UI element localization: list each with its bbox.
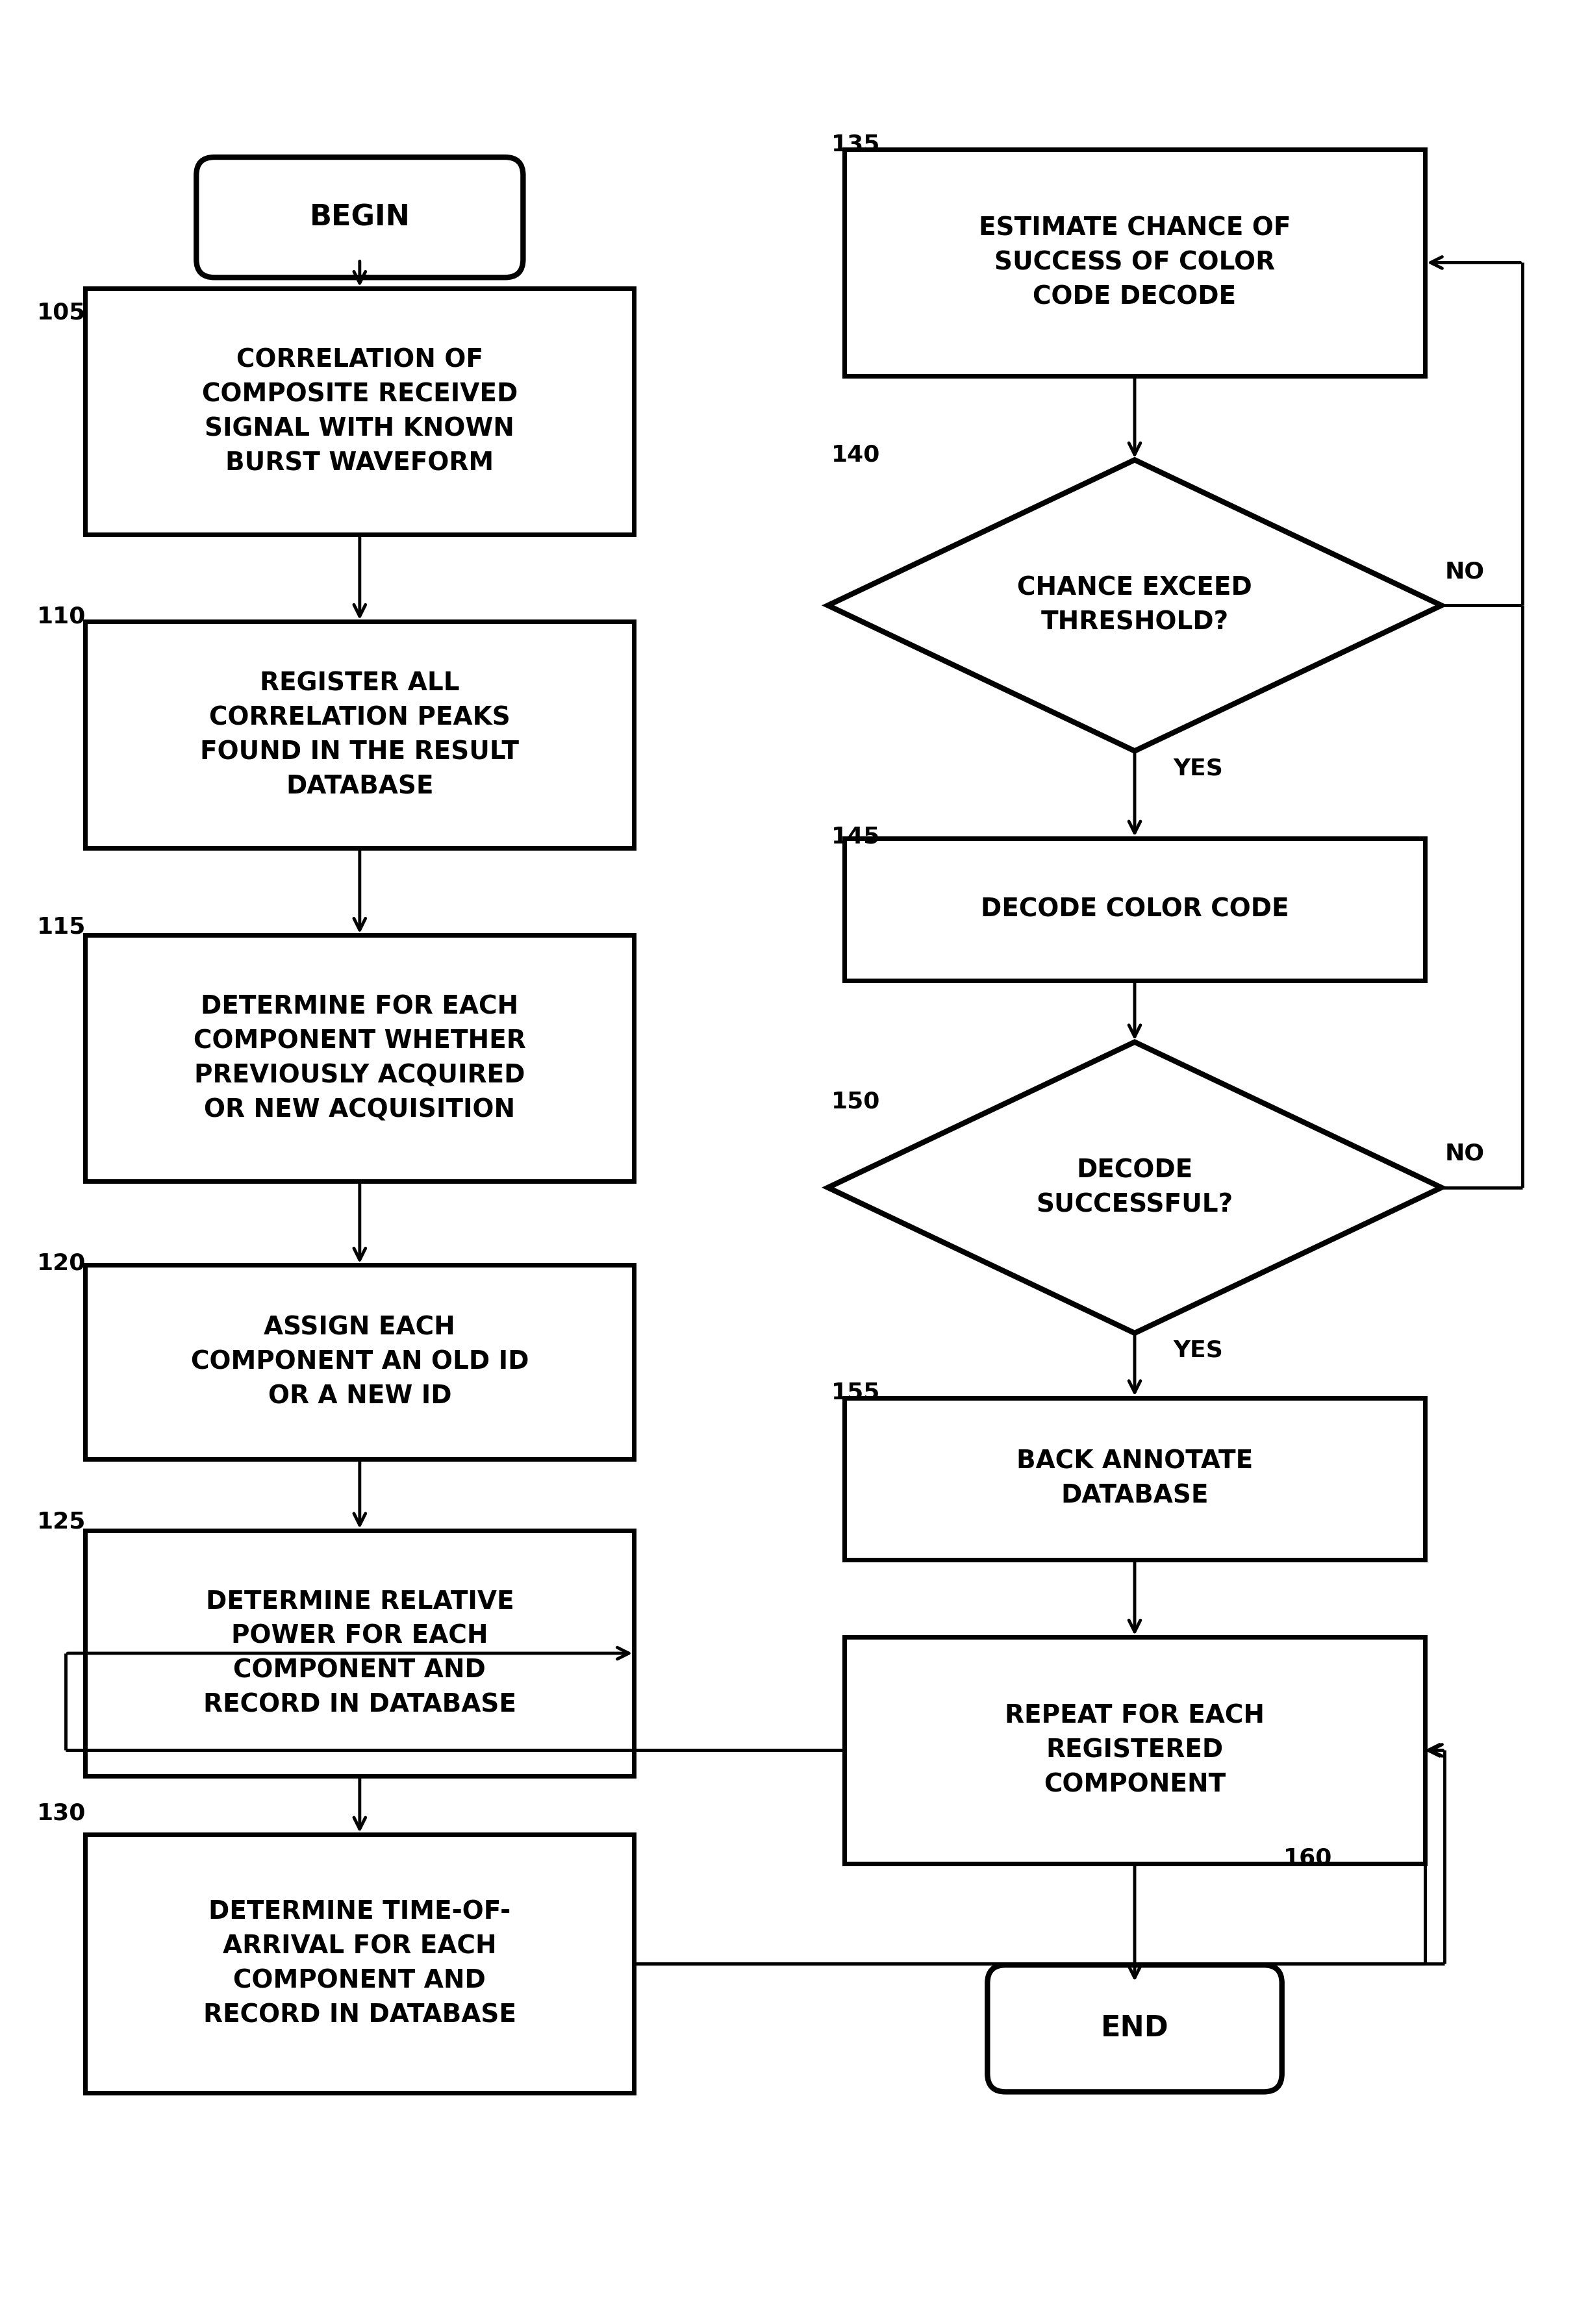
Bar — [86, 288, 634, 535]
Text: YES: YES — [1174, 1339, 1223, 1362]
Text: REGISTER ALL
CORRELATION PEAKS
FOUND IN THE RESULT
DATABASE: REGISTER ALL CORRELATION PEAKS FOUND IN … — [200, 672, 519, 799]
Text: DETERMINE FOR EACH
COMPONENT WHETHER
PREVIOUSLY ACQUIRED
OR NEW ACQUISITION: DETERMINE FOR EACH COMPONENT WHETHER PRE… — [194, 995, 526, 1122]
Bar — [845, 1636, 1426, 1864]
Text: DECODE
SUCCESSFUL?: DECODE SUCCESSFUL? — [1037, 1157, 1234, 1218]
Bar — [845, 149, 1426, 376]
Bar — [845, 839, 1426, 981]
Text: 105: 105 — [37, 302, 86, 323]
Text: 155: 155 — [831, 1380, 880, 1404]
Text: NO: NO — [1445, 1143, 1485, 1164]
FancyBboxPatch shape — [988, 1966, 1282, 2092]
Bar — [845, 1397, 1426, 1559]
Text: 110: 110 — [37, 607, 86, 627]
FancyBboxPatch shape — [197, 158, 522, 277]
Bar — [86, 1264, 634, 1459]
Text: ASSIGN EACH
COMPONENT AN OLD ID
OR A NEW ID: ASSIGN EACH COMPONENT AN OLD ID OR A NEW… — [191, 1315, 529, 1408]
Text: CORRELATION OF
COMPOSITE RECEIVED
SIGNAL WITH KNOWN
BURST WAVEFORM: CORRELATION OF COMPOSITE RECEIVED SIGNAL… — [202, 346, 518, 476]
Text: REPEAT FOR EACH
REGISTERED
COMPONENT: REPEAT FOR EACH REGISTERED COMPONENT — [1005, 1703, 1264, 1796]
Text: 135: 135 — [831, 132, 880, 156]
Text: 150: 150 — [831, 1090, 880, 1113]
Text: BEGIN: BEGIN — [310, 205, 410, 232]
Bar — [86, 621, 634, 848]
Text: DECODE COLOR CODE: DECODE COLOR CODE — [980, 897, 1289, 923]
Text: DETERMINE RELATIVE
POWER FOR EACH
COMPONENT AND
RECORD IN DATABASE: DETERMINE RELATIVE POWER FOR EACH COMPON… — [203, 1590, 516, 1717]
Text: 130: 130 — [37, 1801, 86, 1824]
Text: CHANCE EXCEED
THRESHOLD?: CHANCE EXCEED THRESHOLD? — [1018, 576, 1251, 634]
Text: YES: YES — [1174, 758, 1223, 779]
Text: ESTIMATE CHANCE OF
SUCCESS OF COLOR
CODE DECODE: ESTIMATE CHANCE OF SUCCESS OF COLOR CODE… — [978, 216, 1291, 309]
Text: BACK ANNOTATE
DATABASE: BACK ANNOTATE DATABASE — [1016, 1450, 1253, 1508]
Bar — [86, 1532, 634, 1776]
Text: 115: 115 — [37, 916, 86, 939]
Polygon shape — [827, 1041, 1442, 1334]
Bar — [86, 1834, 634, 2094]
Bar — [86, 934, 634, 1181]
Text: DETERMINE TIME-OF-
ARRIVAL FOR EACH
COMPONENT AND
RECORD IN DATABASE: DETERMINE TIME-OF- ARRIVAL FOR EACH COMP… — [203, 1899, 516, 2029]
Text: END: END — [1100, 2015, 1169, 2043]
Text: NO: NO — [1445, 560, 1485, 583]
Text: 120: 120 — [37, 1253, 86, 1274]
Text: 160: 160 — [1283, 1848, 1332, 1868]
Text: 140: 140 — [831, 444, 880, 465]
Text: 125: 125 — [37, 1511, 86, 1534]
Polygon shape — [827, 460, 1442, 751]
Text: 145: 145 — [831, 825, 880, 848]
